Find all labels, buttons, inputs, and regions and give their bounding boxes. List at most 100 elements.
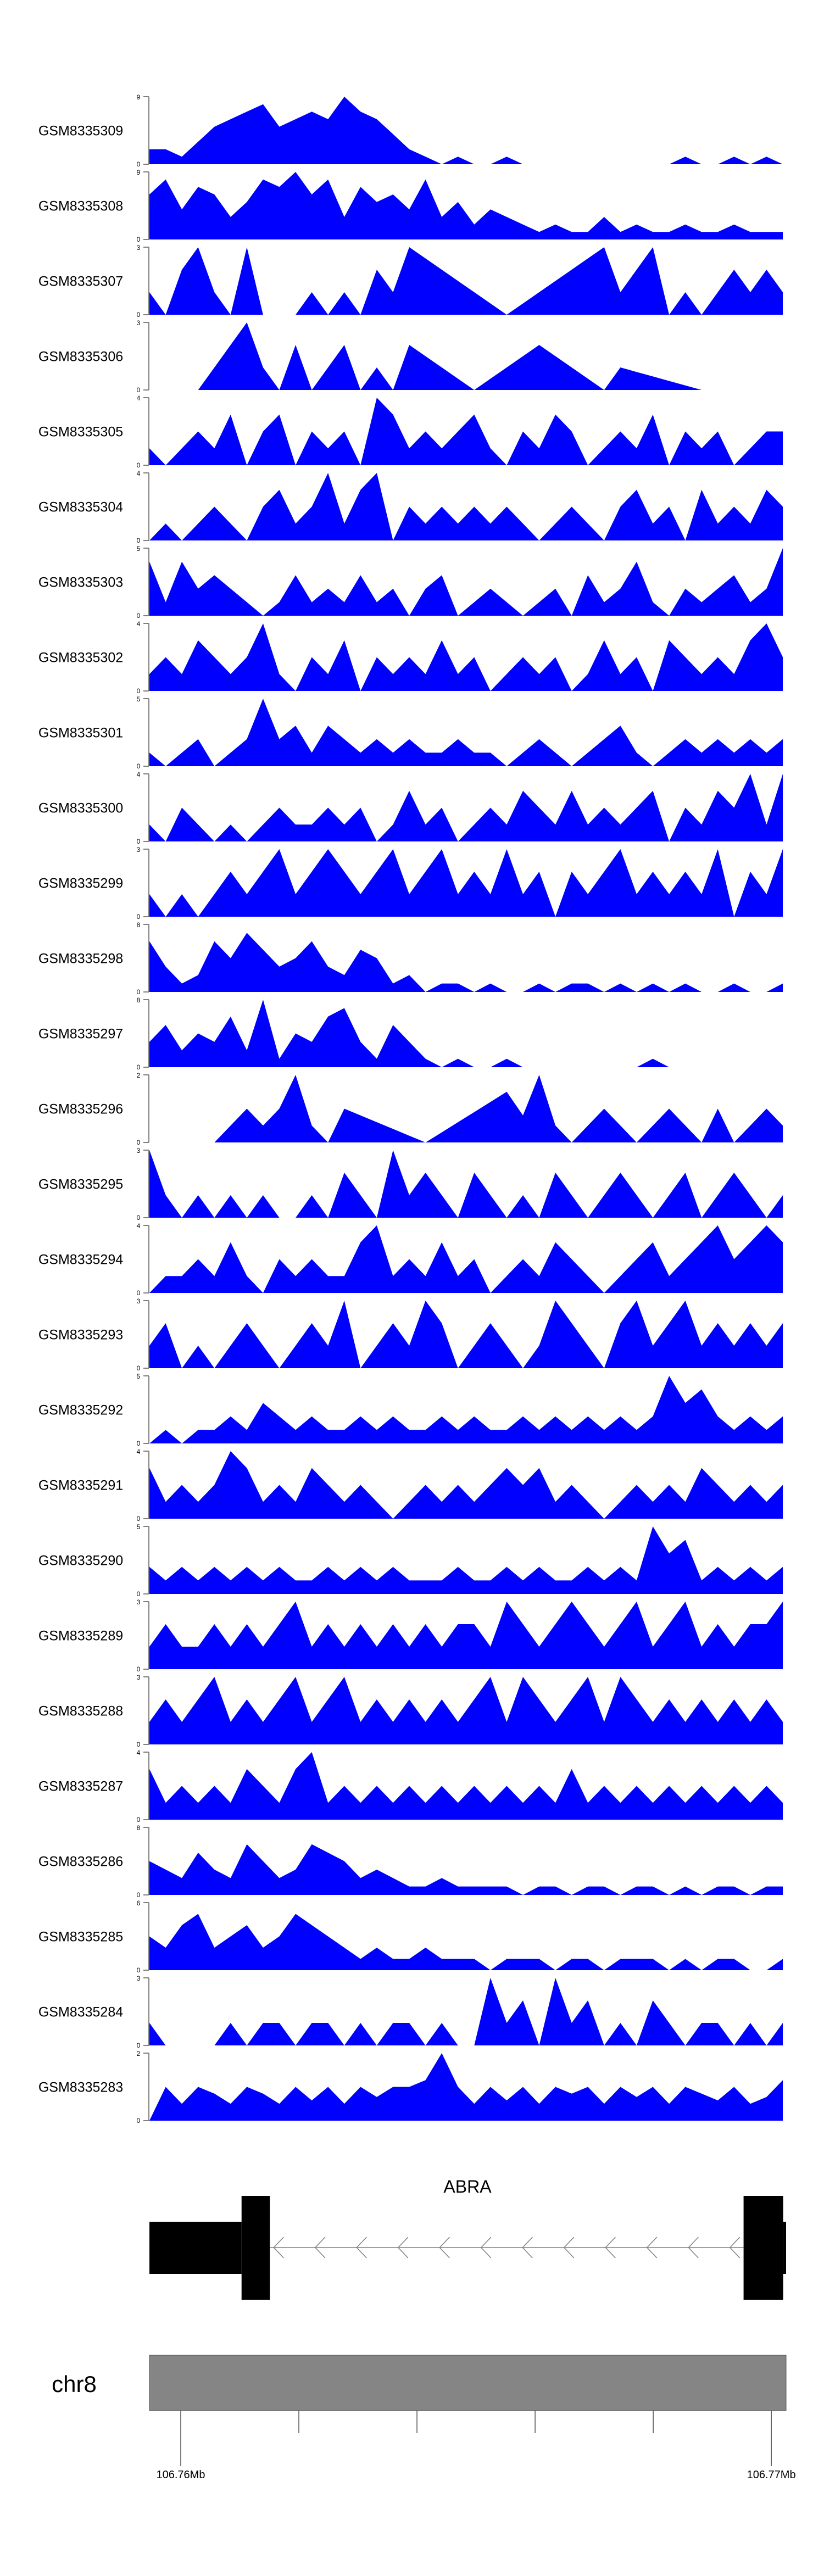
y-tick-label-max: 5 xyxy=(137,1523,141,1531)
y-tick-label-max: 3 xyxy=(137,1674,141,1681)
coverage-area-GSM8335299 xyxy=(149,849,783,917)
y-tick-label-max: 3 xyxy=(137,1598,141,1606)
y-tick-label-min: 0 xyxy=(137,1891,141,1899)
y-tick-label-max: 3 xyxy=(137,1297,141,1305)
track-label: GSM8335306 xyxy=(38,349,123,365)
coding-exon xyxy=(743,2196,783,2300)
strand-chevron-icon xyxy=(563,2237,575,2259)
utr-exon xyxy=(149,2222,242,2274)
coverage-area-GSM8335302 xyxy=(149,623,783,691)
y-tick-label-max: 4 xyxy=(137,394,141,402)
y-tick-label-max: 8 xyxy=(137,1824,141,1832)
coverage-area-GSM8335305 xyxy=(149,398,783,465)
coverage-area-GSM8335292 xyxy=(149,1376,783,1443)
y-tick-label-min: 0 xyxy=(137,461,141,469)
coverage-area-GSM8335296 xyxy=(149,1075,783,1142)
y-tick-label-max: 3 xyxy=(137,1147,141,1155)
track-label: GSM8335309 xyxy=(38,124,123,139)
track-label: GSM8335305 xyxy=(38,425,123,440)
strand-chevron-icon xyxy=(356,2237,367,2259)
chromosome-bar xyxy=(149,2355,787,2411)
track-label: GSM8335301 xyxy=(38,726,123,741)
coverage-area-GSM8335309 xyxy=(149,97,783,164)
track-label: GSM8335296 xyxy=(38,1102,123,1117)
strand-chevron-icon xyxy=(314,2237,326,2259)
y-tick-label-min: 0 xyxy=(137,612,141,620)
y-tick-label-min: 0 xyxy=(137,762,141,770)
y-tick-label-max: 4 xyxy=(137,1448,141,1456)
track-label: GSM8335286 xyxy=(38,1854,123,1870)
y-tick-label-max: 4 xyxy=(137,1749,141,1757)
track-label: GSM8335308 xyxy=(38,199,123,214)
y-tick-label-max: 5 xyxy=(137,695,141,703)
y-tick-label-min: 0 xyxy=(137,160,141,168)
coverage-area-GSM8335307 xyxy=(149,247,783,315)
y-tick-label-min: 0 xyxy=(137,2117,141,2125)
y-tick-label-max: 4 xyxy=(137,470,141,477)
coverage-area-GSM8335306 xyxy=(149,322,783,390)
y-tick-label-max: 5 xyxy=(137,545,141,553)
track-label: GSM8335285 xyxy=(38,1930,123,1945)
coverage-area-GSM8335294 xyxy=(149,1225,783,1293)
coverage-area-GSM8335289 xyxy=(149,1602,783,1669)
y-tick-label-min: 0 xyxy=(137,838,141,845)
coverage-area-GSM8335288 xyxy=(149,1677,783,1744)
y-tick-label-min: 0 xyxy=(137,2042,141,2049)
y-tick-label-min: 0 xyxy=(137,1590,141,1598)
track-label: GSM8335284 xyxy=(38,2005,123,2020)
track-label: GSM8335307 xyxy=(38,274,123,289)
strand-chevron-icon xyxy=(729,2237,741,2259)
track-label: GSM8335287 xyxy=(38,1779,123,1794)
track-label: GSM8335288 xyxy=(38,1704,123,1719)
coverage-area-GSM8335290 xyxy=(149,1526,783,1594)
track-label: GSM8335303 xyxy=(38,575,123,590)
y-tick-label-max: 8 xyxy=(137,996,141,1004)
coverage-area-GSM8335283 xyxy=(149,2053,783,2121)
axis-tick-label: 106.77Mb xyxy=(747,2469,796,2481)
strand-chevron-icon xyxy=(605,2237,616,2259)
strand-chevron-icon xyxy=(522,2237,533,2259)
coverage-area-GSM8335297 xyxy=(149,1000,783,1067)
y-tick-label-max: 2 xyxy=(137,2050,141,2058)
chromosome-label: chr8 xyxy=(52,2371,97,2397)
coverage-area-GSM8335284 xyxy=(149,1978,783,2045)
y-tick-label-max: 2 xyxy=(137,1072,141,1079)
coverage-area-GSM8335304 xyxy=(149,473,783,540)
y-tick-label-min: 0 xyxy=(137,537,141,544)
track-label: GSM8335294 xyxy=(38,1252,123,1268)
track-label: GSM8335302 xyxy=(38,650,123,666)
y-tick-label-min: 0 xyxy=(137,913,141,921)
y-tick-label-max: 3 xyxy=(137,319,141,327)
gene-name-label: ABRA xyxy=(443,2177,492,2196)
coverage-area-GSM8335286 xyxy=(149,1844,783,1895)
y-tick-label-min: 0 xyxy=(137,386,141,394)
y-tick-label-min: 0 xyxy=(137,1665,141,1673)
coverage-area-GSM8335293 xyxy=(149,1301,783,1368)
y-tick-label-max: 3 xyxy=(137,244,141,252)
y-tick-label-min: 0 xyxy=(137,311,141,319)
y-tick-label-max: 4 xyxy=(137,1222,141,1230)
y-tick-label-min: 0 xyxy=(137,1289,141,1297)
utr-exon xyxy=(783,2222,786,2274)
coverage-area-GSM8335295 xyxy=(149,1150,783,1218)
y-tick-label-min: 0 xyxy=(137,988,141,996)
track-label: GSM8335297 xyxy=(38,1027,123,1042)
track-label: GSM8335293 xyxy=(38,1328,123,1343)
track-label: GSM8335295 xyxy=(38,1177,123,1192)
track-label: GSM8335290 xyxy=(38,1553,123,1569)
y-tick-label-min: 0 xyxy=(137,236,141,243)
track-label: GSM8335291 xyxy=(38,1478,123,1493)
y-tick-label-max: 9 xyxy=(137,169,141,176)
y-tick-label-min: 0 xyxy=(137,1515,141,1523)
coverage-area-GSM8335308 xyxy=(149,172,783,239)
coverage-area-GSM8335291 xyxy=(149,1451,783,1519)
strand-chevron-icon xyxy=(397,2237,409,2259)
coverage-area-GSM8335285 xyxy=(149,1914,783,1970)
coverage-area-GSM8335300 xyxy=(149,774,783,841)
track-label: GSM8335300 xyxy=(38,801,123,816)
coverage-area-GSM8335287 xyxy=(149,1752,783,1820)
track-label: GSM8335292 xyxy=(38,1403,123,1418)
y-tick-label-max: 6 xyxy=(137,1899,141,1907)
y-tick-label-min: 0 xyxy=(137,687,141,695)
